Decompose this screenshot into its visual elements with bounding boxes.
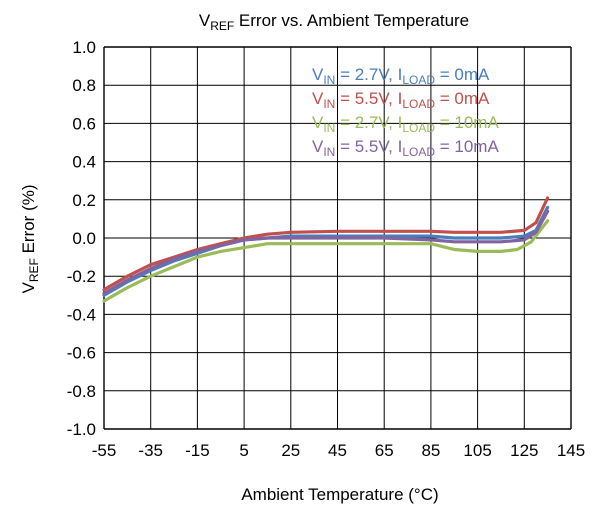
- x-tick-label: 5: [239, 441, 248, 460]
- x-tick-label: 65: [375, 441, 394, 460]
- y-tick-label: -0.2: [67, 267, 96, 286]
- series-line-3: [102, 219, 550, 303]
- y-tick-label: 0.0: [72, 229, 96, 248]
- legend-entry-1: VIN = 2.7V, ILOAD = 0mA: [312, 65, 490, 87]
- chart-title: VREF Error vs. Ambient Temperature: [199, 11, 469, 33]
- y-tick-label: 0.8: [72, 76, 96, 95]
- series-line-2: [102, 196, 550, 292]
- x-tick-label: 105: [463, 441, 491, 460]
- x-tick-label: 125: [510, 441, 538, 460]
- x-tick-label: 45: [328, 441, 347, 460]
- series-lines: [102, 196, 550, 303]
- y-tick-label: 0.4: [72, 153, 96, 172]
- x-tick-label: 145: [557, 441, 585, 460]
- x-tick-labels: -55 -35 -15 5 25 45 65 85 105 125 145: [92, 441, 585, 460]
- y-tick-label: 0.2: [72, 191, 96, 210]
- grid: [103, 46, 572, 430]
- y-tick-label: -0.4: [67, 305, 96, 324]
- y-tick-label: -1.0: [67, 420, 96, 439]
- series-line-1: [102, 205, 550, 297]
- x-tick-label: 85: [421, 441, 440, 460]
- x-tick-label: -15: [185, 441, 210, 460]
- y-axis-label: VREF Error (%): [19, 184, 41, 293]
- y-tick-labels: 1.0 0.8 0.6 0.4 0.2 0.0 -0.2 -0.4 -0.6 -0.8 -1.0: [67, 38, 96, 439]
- x-tick-label: 25: [281, 441, 300, 460]
- y-tick-label: -0.8: [67, 382, 96, 401]
- y-tick-label: -0.6: [67, 344, 96, 363]
- legend-entry-2: VIN = 5.5V, ILOAD = 0mA: [312, 89, 490, 111]
- x-axis-label: Ambient Temperature (°C): [241, 485, 438, 504]
- y-tick-label: 0.6: [72, 114, 96, 133]
- x-tick-label: -55: [92, 441, 117, 460]
- x-tick-label: -35: [138, 441, 163, 460]
- series-line-4: [102, 209, 550, 295]
- y-tick-label: 1.0: [72, 38, 96, 57]
- legend-entry-4: VIN = 5.5V, ILOAD = 10mA: [312, 137, 499, 159]
- legend-entry-3: VIN = 2.7V, ILOAD = 10mA: [312, 113, 499, 135]
